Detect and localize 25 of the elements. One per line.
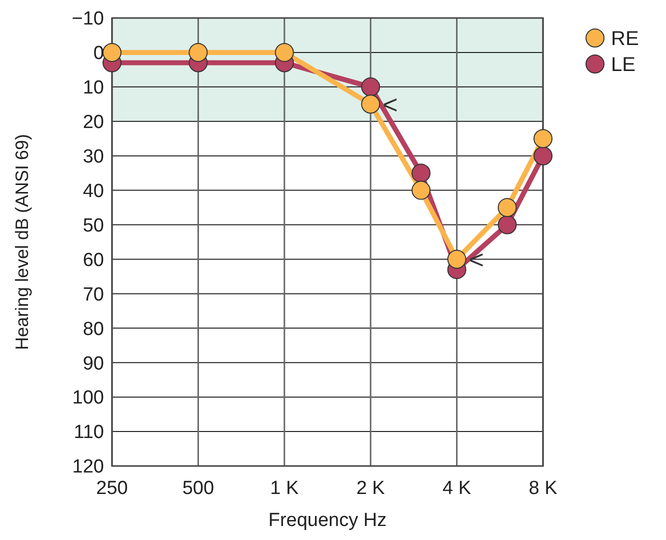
y-tick-label: 20	[82, 112, 104, 134]
y-tick-label: 80	[82, 318, 104, 340]
x-tick-label: 250	[96, 478, 128, 499]
y-tick-label: 120	[72, 456, 104, 478]
y-tick-label: 30	[82, 146, 104, 168]
y-tick-label: 90	[82, 353, 104, 374]
x-tick-label: 500	[182, 478, 214, 499]
y-tick-label: 70	[82, 284, 104, 306]
y-tick-label: 110	[74, 422, 104, 444]
legend-label: LE	[611, 54, 636, 76]
y-axis-title: Hearing level dB (ANSI 69)	[12, 134, 32, 350]
y-tick-label: 100	[72, 388, 104, 409]
x-axis-title: Frequency Hz	[268, 510, 387, 531]
y-tick-label: −10	[72, 8, 104, 30]
legend-label: RE	[611, 28, 639, 50]
y-tick-label: 40	[82, 180, 104, 202]
x-tick-label: 2 K	[356, 478, 386, 499]
y-tick-label: 0	[93, 43, 104, 64]
y-tick-label: 10	[82, 78, 104, 99]
x-tick-label: 1 K	[270, 478, 299, 499]
y-tick-label: 60	[82, 250, 104, 271]
x-tick-label: 4 K	[442, 478, 472, 499]
y-tick-label: 50	[82, 215, 104, 236]
x-tick-label: 8 K	[528, 478, 558, 499]
annotation: <	[382, 89, 398, 120]
